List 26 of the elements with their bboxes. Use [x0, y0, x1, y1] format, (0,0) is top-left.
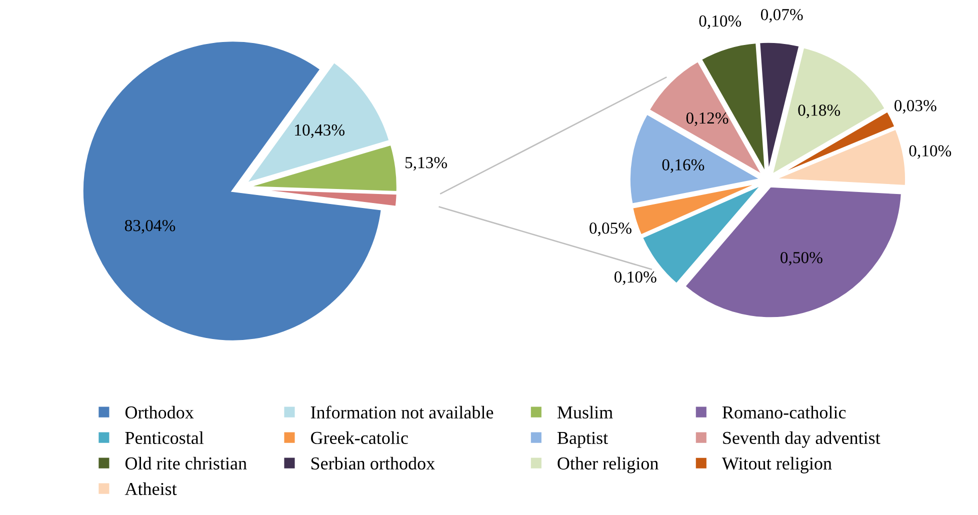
- data-label: 5,13%: [406, 156, 448, 171]
- data-label: 0,18%: [798, 104, 840, 118]
- legend-label: Romano-catholic: [722, 406, 846, 419]
- legend-label: Atheist: [124, 482, 177, 496]
- data-label: 0,05%: [590, 222, 632, 236]
- legend-label: Serbian orthodox: [311, 456, 435, 470]
- data-label: 0,10%: [614, 271, 656, 286]
- data-label: 10,43%: [295, 124, 344, 138]
- legend-label: Information not available: [310, 406, 494, 419]
- legend-label: Penticostal: [125, 431, 204, 444]
- legend-label: Greek-catolic: [310, 431, 408, 444]
- data-label: 0,10%: [909, 145, 952, 159]
- data-label: 83,04%: [124, 220, 176, 234]
- legend-label: Seventh day adventist: [723, 431, 880, 448]
- data-label: 0,16%: [662, 159, 704, 173]
- legend-label: Old rite christian: [125, 456, 247, 470]
- legend-label: Orthodox: [125, 406, 194, 419]
- data-label: 0,12%: [686, 112, 728, 126]
- legend-label: Witout religion: [722, 456, 832, 474]
- data-label: 0,07%: [760, 8, 803, 23]
- legend-label: Baptist: [557, 432, 608, 448]
- data-label: 0,10%: [699, 15, 742, 30]
- legend-label: Other religion: [558, 456, 658, 474]
- legend-label: Muslim: [557, 406, 613, 419]
- data-label: 0,03%: [894, 100, 936, 114]
- data-label: 0,50%: [780, 252, 822, 266]
